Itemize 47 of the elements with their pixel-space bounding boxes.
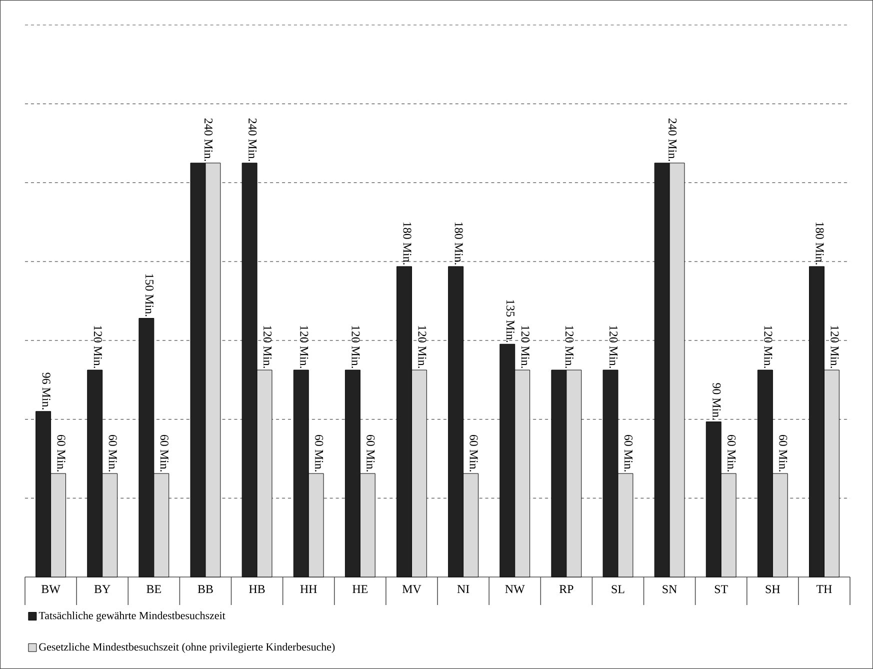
data-label: 90 Min. xyxy=(712,383,721,420)
x-tick-label: SN xyxy=(662,585,677,594)
x-tick-label: NI xyxy=(457,585,470,594)
data-label: 60 Min. xyxy=(315,434,324,472)
x-tick-label: BW xyxy=(42,585,60,594)
x-tick-label: HH xyxy=(300,585,317,594)
data-label: 120 Min. xyxy=(764,326,772,368)
data-label: 60 Min. xyxy=(728,434,736,472)
data-label: 120 Min. xyxy=(565,326,574,368)
data-label: 135 Min. xyxy=(506,300,514,342)
data-label: 240 Min. xyxy=(248,118,257,161)
x-tick-label: SH xyxy=(766,585,780,594)
data-label: 150 Min. xyxy=(145,274,154,316)
data-label: 120 Min. xyxy=(521,326,530,368)
data-label: 120 Min. xyxy=(300,326,308,368)
legend-label: Tatsächliche gewährte Mindestbesuchszeit xyxy=(38,612,226,622)
data-label: 180 Min. xyxy=(816,222,824,264)
x-tick-label: TH xyxy=(816,585,832,594)
data-label: 60 Min. xyxy=(366,434,375,472)
data-label: 60 Min. xyxy=(470,434,478,472)
data-label: 120 Min. xyxy=(94,326,102,368)
data-label: 180 Min. xyxy=(403,222,412,264)
legend-label: Gesetzliche Mindestbesuchszeit (ohne privilegierte Kinderbesuche) xyxy=(39,642,335,653)
data-label: 120 Min. xyxy=(609,326,618,368)
data-label: 60 Min. xyxy=(108,434,117,472)
data-label: 96 Min. xyxy=(42,372,50,410)
x-tick-label: HB xyxy=(249,585,265,594)
x-tick-label: SL xyxy=(612,585,624,594)
x-tick-label: BB xyxy=(198,585,213,594)
data-label: 240 Min. xyxy=(668,118,677,161)
data-label: 60 Min. xyxy=(624,434,633,472)
x-tick-label: NW xyxy=(505,585,525,594)
data-label: 240 Min. xyxy=(204,118,213,161)
data-label: 60 Min. xyxy=(779,434,788,472)
data-label: 120 Min. xyxy=(263,326,272,368)
x-tick-label: BY xyxy=(94,585,110,594)
data-label: 120 Min. xyxy=(352,326,360,368)
data-label: 180 Min. xyxy=(454,222,463,264)
data-label: 120 Min. xyxy=(830,326,839,368)
data-label: 60 Min. xyxy=(160,434,168,472)
x-tick-label: BE xyxy=(146,585,161,594)
x-tick-label: ST xyxy=(714,585,728,594)
x-tick-label: MV xyxy=(402,585,422,594)
data-label: 60 Min. xyxy=(57,434,66,472)
data-label: 120 Min. xyxy=(418,326,426,368)
x-tick-label: RP xyxy=(559,585,574,594)
x-tick-label: HE xyxy=(352,585,368,594)
